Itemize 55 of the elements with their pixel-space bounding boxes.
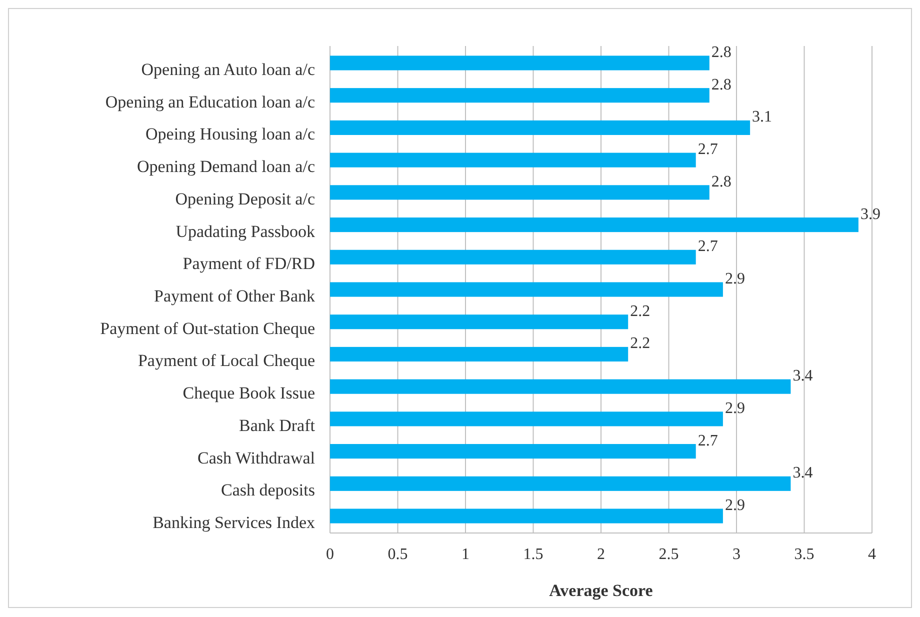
x-tick-label: 1.5 — [523, 546, 544, 563]
data-label: 3.9 — [860, 206, 880, 223]
y-tick-label: Payment of Out-station Cheque — [100, 318, 315, 338]
x-tick-label: 0 — [326, 546, 334, 563]
y-tick-label: Cash Withdrawal — [197, 448, 316, 468]
y-tick-label: Opening Demand loan a/c — [137, 157, 316, 176]
bar — [330, 88, 710, 103]
x-tick-label: 3 — [732, 546, 740, 563]
y-tick-label: Opening an Auto loan a/c — [141, 60, 316, 79]
data-label: 2.7 — [698, 141, 718, 158]
x-tick-label: 2.5 — [658, 546, 679, 563]
y-tick-label: Upadating Passbook — [176, 222, 316, 241]
bar — [330, 120, 750, 135]
y-tick-label: Cheque Book Issue — [182, 384, 315, 403]
y-tick-label: Payment of Local Cheque — [138, 351, 315, 370]
y-tick-label: Opening Deposit a/c — [175, 189, 316, 208]
data-label: 2.8 — [711, 76, 732, 94]
x-tick-label: 4 — [868, 546, 876, 563]
data-label: 2.7 — [698, 238, 718, 256]
data-label: 2.7 — [698, 432, 718, 450]
y-tick-label: Cash deposits — [221, 480, 315, 500]
bar — [330, 250, 696, 264]
bar — [330, 314, 628, 330]
data-label: 3.1 — [752, 108, 772, 126]
data-label: 2.9 — [724, 497, 745, 514]
bar — [330, 218, 858, 232]
y-tick-label: Opeing Housing loan a/c — [146, 124, 316, 144]
bar — [330, 508, 723, 524]
data-label: 2.8 — [711, 173, 732, 190]
bar — [330, 444, 696, 459]
y-tick-label: Payment of FD/RD — [182, 254, 315, 274]
data-label: 3.4 — [792, 464, 813, 482]
x-tick-label: 0.5 — [388, 546, 408, 563]
bar — [330, 476, 791, 491]
data-label: 2.2 — [630, 302, 650, 320]
x-tick-label: 1 — [462, 546, 470, 563]
data-label: 2.2 — [630, 335, 650, 352]
data-label: 2.9 — [724, 400, 745, 417]
bar — [330, 282, 723, 297]
data-label: 2.8 — [711, 44, 732, 61]
y-tick-label: Payment of Other Bank — [154, 286, 316, 306]
bar — [330, 56, 710, 70]
data-label: 3.4 — [792, 368, 813, 385]
y-tick-label: Opening an Education loan a/c — [105, 92, 316, 112]
y-tick-label: Bank Draft — [238, 416, 316, 435]
x-tick-label: 2 — [597, 546, 605, 563]
bar — [330, 152, 696, 168]
bar — [330, 379, 791, 394]
bar — [330, 346, 628, 362]
bar — [330, 412, 723, 426]
data-label: 2.9 — [724, 270, 745, 288]
x-tick-label: 3.5 — [794, 546, 814, 563]
y-tick-label: Banking Services Index — [152, 513, 316, 532]
bar — [330, 185, 710, 200]
x-axis-title: Average Score — [549, 581, 654, 600]
